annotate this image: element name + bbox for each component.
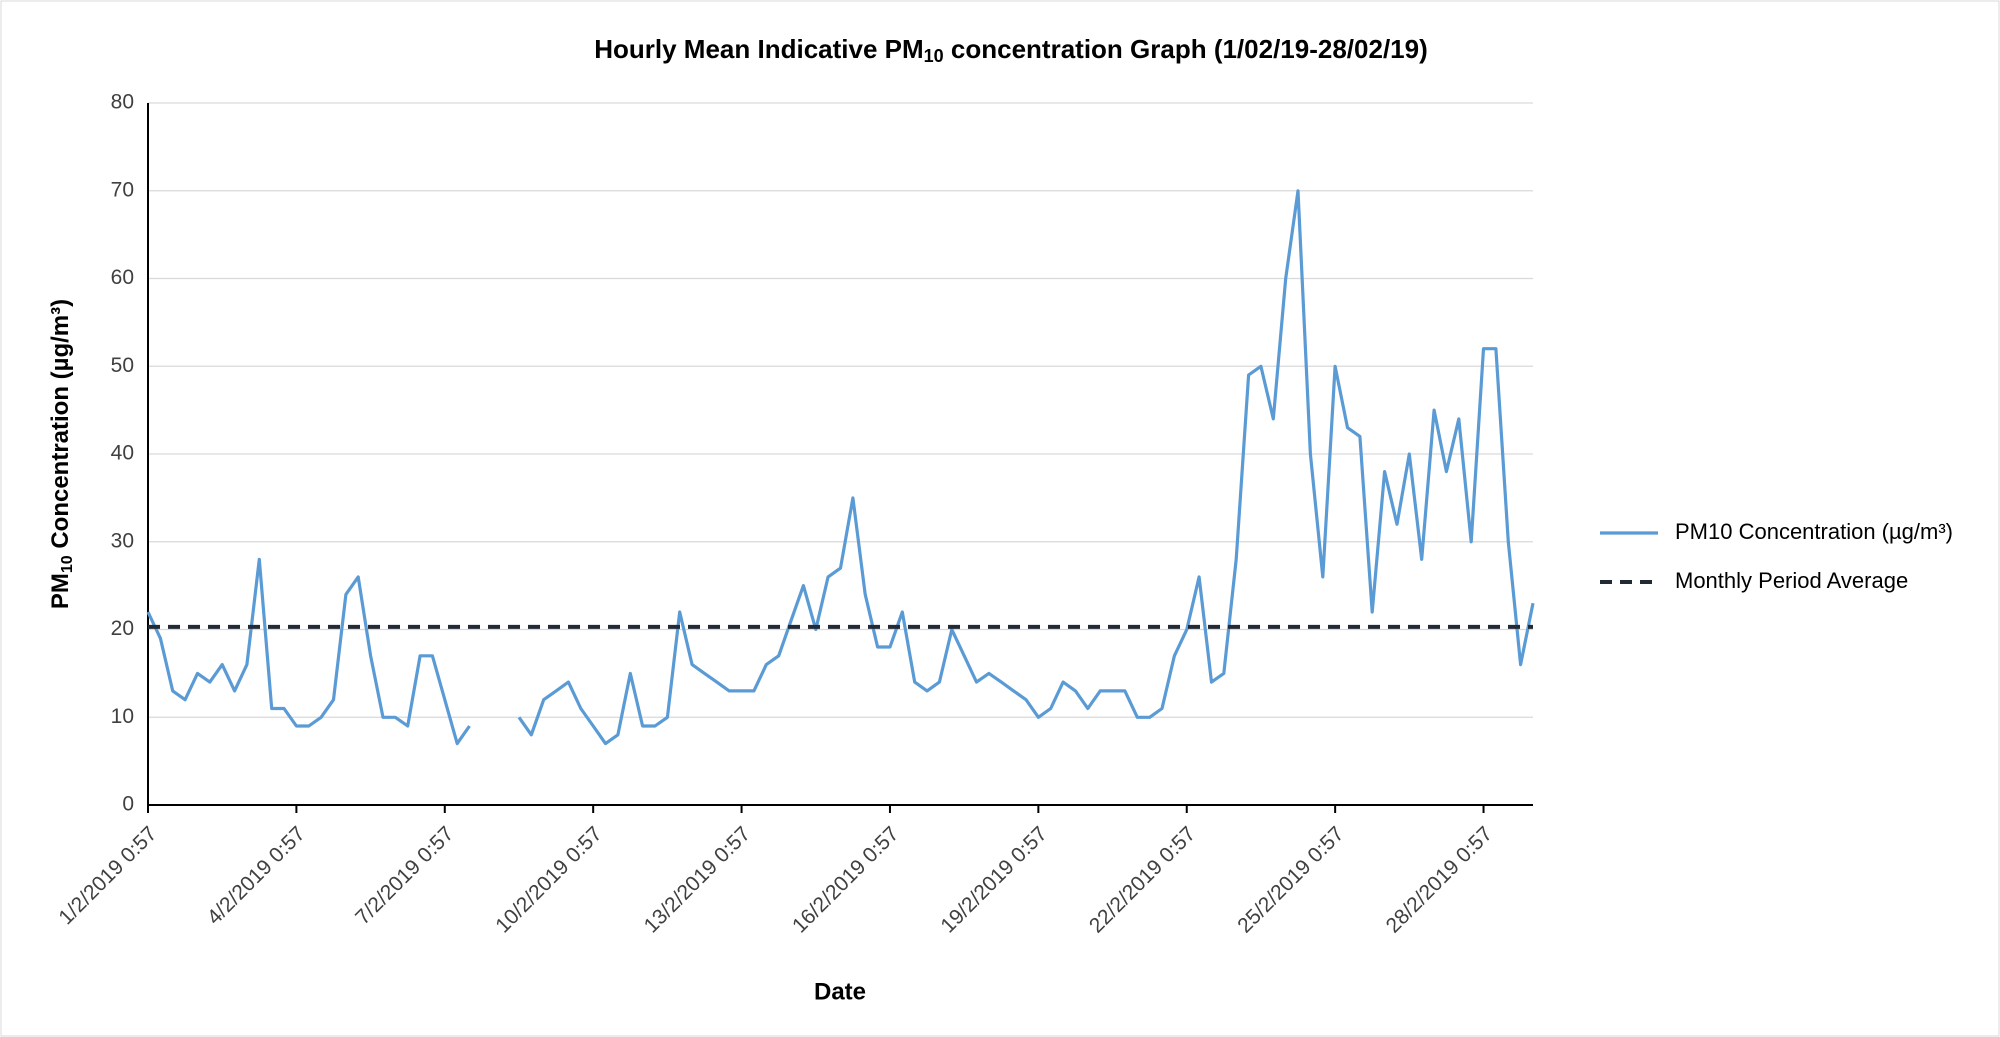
title-part: concentration Graph (1/02/19-28/02/19) [944,34,1428,64]
y-tick-label: 10 [111,705,134,728]
title-part: Hourly Mean Indicative PM [594,34,923,64]
legend-label: PM10 Concentration (µg/m³) [1675,519,1953,544]
chart-title: Hourly Mean Indicative PM10 concentratio… [594,34,1428,66]
y-tick-label: 80 [111,91,134,114]
y-tick-label: 0 [122,793,134,816]
x-axis-label: Date [814,978,866,1005]
y-label-part: Concentration (µg/m³) [47,299,74,555]
y-tick-label: 30 [111,529,134,552]
title-sub: 10 [924,46,944,66]
y-tick-label: 40 [111,442,134,465]
y-tick-label: 70 [111,178,134,201]
y-label-sub: 10 [59,555,76,573]
data-line [146,189,1535,746]
y-tick-label: 60 [111,266,134,289]
y-tick-label: 50 [111,354,134,377]
y-tick-label: 20 [111,617,134,640]
y-axis-label: PM10 Concentration (µg/m³) [47,299,76,609]
legend-label: Monthly Period Average [1675,568,1908,593]
y-label-part: PM [47,573,74,609]
